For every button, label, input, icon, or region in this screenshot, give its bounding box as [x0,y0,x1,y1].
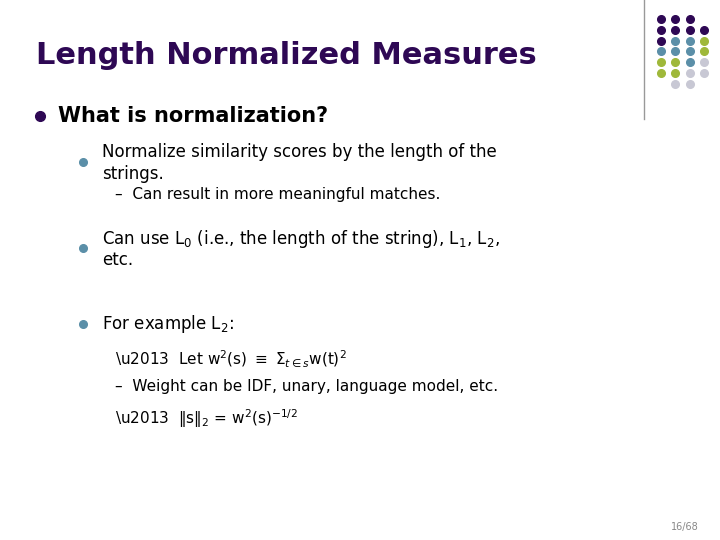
Text: \u2013  $\|$s$\|_2$ = w$^2$(s)$^{-1/2}$: \u2013 $\|$s$\|_2$ = w$^2$(s)$^{-1/2}$ [115,407,298,430]
Text: Can use L$_0$ (i.e., the length of the string), L$_1$, L$_2$,: Can use L$_0$ (i.e., the length of the s… [102,228,500,249]
Text: For example L$_2$:: For example L$_2$: [102,313,234,335]
Text: strings.: strings. [102,165,164,183]
Text: Normalize similarity scores by the length of the: Normalize similarity scores by the lengt… [102,143,497,161]
Text: What is normalization?: What is normalization? [58,106,328,126]
Text: 16/68: 16/68 [670,522,698,532]
Text: –  Weight can be IDF, unary, language model, etc.: – Weight can be IDF, unary, language mod… [115,379,498,394]
Text: \u2013  Let w$^2$(s) $\equiv$ $\Sigma_{t\in s}$w(t)$^2$: \u2013 Let w$^2$(s) $\equiv$ $\Sigma_{t\… [115,349,347,369]
Text: Length Normalized Measures: Length Normalized Measures [36,40,536,70]
Text: –  Can result in more meaningful matches.: – Can result in more meaningful matches. [115,187,441,202]
Text: etc.: etc. [102,251,133,269]
